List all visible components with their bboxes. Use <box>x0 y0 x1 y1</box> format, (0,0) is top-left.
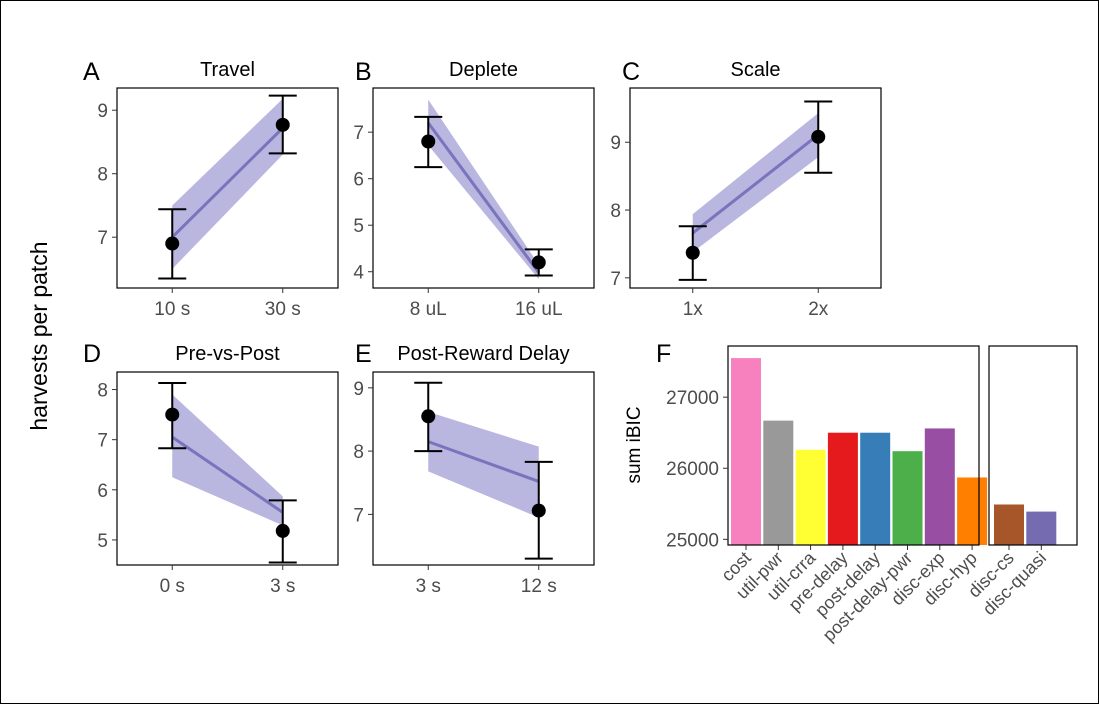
confidence-band <box>172 394 283 526</box>
y-tick-label: 8 <box>610 201 621 222</box>
y-tick-label: 4 <box>353 263 364 284</box>
y-tick-label: 5 <box>353 216 364 237</box>
fit-line <box>171 435 284 514</box>
y-tick-label: 7 <box>353 505 364 526</box>
y-tick-label: 27000 <box>666 388 719 409</box>
plot-frame <box>988 345 1078 546</box>
plot-frame <box>727 345 980 546</box>
bar <box>731 358 761 545</box>
bar <box>957 477 988 545</box>
x-tick-label: 2x <box>808 299 829 320</box>
panel-title: Post-Reward Delay <box>397 343 569 365</box>
y-tick-label: 9 <box>353 379 364 400</box>
bar <box>827 432 858 545</box>
bar <box>994 504 1024 545</box>
x-tick-label: 0 s <box>160 576 185 597</box>
panel-a: 7 8 9 10 s 30 s Travel A <box>83 58 339 320</box>
plot-frame <box>372 371 595 566</box>
data-point <box>165 407 180 422</box>
data-point <box>165 236 180 251</box>
x-tick-label: 3 s <box>416 576 441 597</box>
x-tick-label: 10 s <box>154 299 190 320</box>
y-tick-label: 7 <box>610 269 621 290</box>
y-tick-label: 9 <box>610 133 621 154</box>
panel-letter: E <box>355 340 372 368</box>
data-point <box>421 134 436 149</box>
panel-b: 4 5 6 7 8 uL 16 uL Deplete B <box>353 58 595 320</box>
panel-letter: F <box>656 340 671 368</box>
plot-frame <box>116 371 339 566</box>
y-tick-label: 6 <box>97 481 108 502</box>
panel-title: Scale <box>730 59 780 81</box>
y-tick-label: 8 <box>97 381 108 402</box>
bar <box>892 451 923 545</box>
panel-letter: B <box>355 58 372 86</box>
x-tick-label: 16 uL <box>515 299 563 320</box>
data-point <box>421 409 436 424</box>
panel-title: Travel <box>200 59 255 81</box>
x-tick-label: 3 s <box>270 576 295 597</box>
panel-letter: D <box>83 340 101 368</box>
fit-line <box>427 121 540 274</box>
panel-title: Deplete <box>449 59 518 81</box>
y-tick-label: 8 <box>353 442 364 463</box>
fit-line <box>171 126 284 239</box>
data-point <box>811 129 826 144</box>
confidence-band <box>428 411 539 518</box>
y-tick-label: 7 <box>97 228 108 249</box>
bar <box>763 420 794 545</box>
data-point <box>685 245 700 260</box>
bar <box>860 432 891 545</box>
plot-frame <box>372 87 595 289</box>
panel-e: 7 8 9 3 s 12 s Post-Reward Delay E <box>353 340 595 597</box>
x-tick-label: 30 s <box>265 299 301 320</box>
y-axis-label-f: sum iBIC <box>624 406 645 483</box>
y-tick-label: 26000 <box>666 459 719 480</box>
y-tick-label: 7 <box>353 123 364 144</box>
fit-line <box>691 133 820 235</box>
data-point <box>531 255 546 270</box>
fit-line <box>427 440 540 483</box>
x-tick-label: 12 s <box>521 576 557 597</box>
y-axis-label: harvests per patch <box>26 241 52 430</box>
panel-letter: A <box>83 58 100 86</box>
data-point <box>531 503 546 518</box>
y-tick-label: 25000 <box>666 530 719 551</box>
plot-frame <box>629 87 882 289</box>
x-tick-label: 1x <box>683 299 704 320</box>
bar <box>924 428 955 545</box>
panel-d: 5 6 7 8 0 s 3 s Pre-vs-Post D <box>83 340 339 597</box>
bar <box>795 449 826 545</box>
data-point <box>275 523 290 538</box>
x-tick-label: 8 uL <box>410 299 447 320</box>
y-tick-label: 9 <box>97 101 108 122</box>
plot-frame <box>116 87 339 289</box>
y-tick-label: 5 <box>97 531 108 552</box>
bar <box>1026 511 1057 545</box>
data-point <box>275 117 290 132</box>
y-tick-label: 7 <box>97 431 108 452</box>
bar-group: costutil-pwrutil-crrapre-delaypost-delay… <box>717 345 988 645</box>
panel-letter: C <box>622 58 640 86</box>
y-tick-label: 8 <box>97 165 108 186</box>
y-tick-label: 6 <box>353 170 364 191</box>
panel-title: Pre-vs-Post <box>175 343 280 365</box>
panel-c: 7 8 9 1x 2x Scale C <box>610 58 882 320</box>
